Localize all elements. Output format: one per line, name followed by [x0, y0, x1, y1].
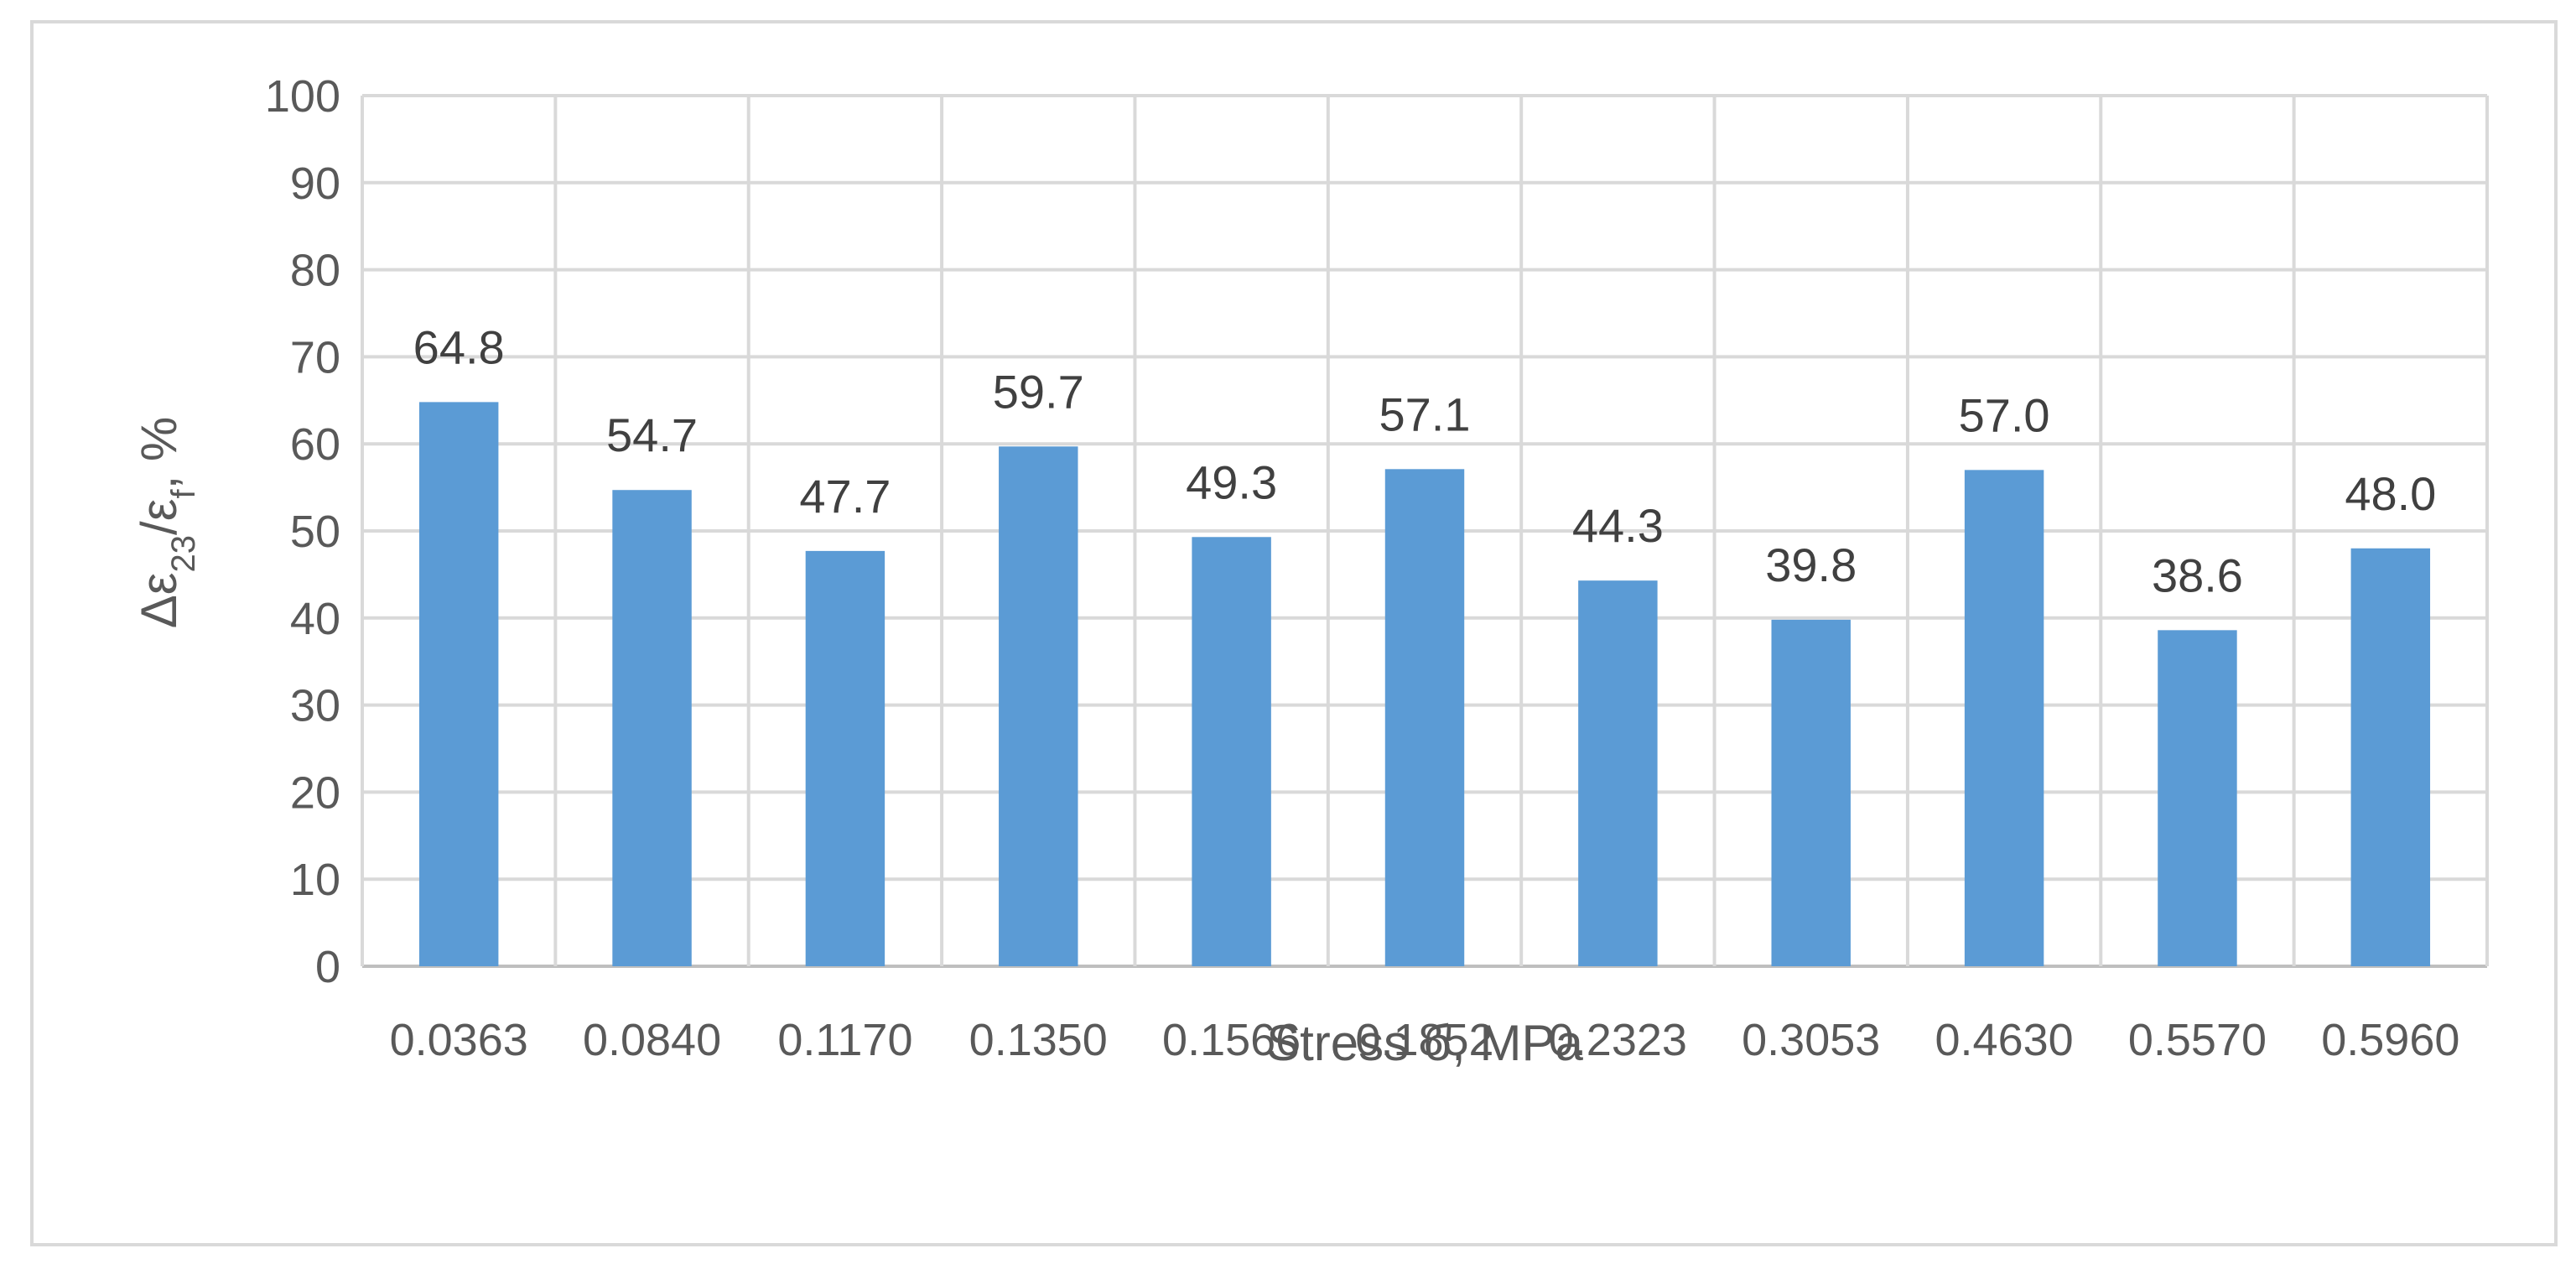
x-tick-label: 0.2323 — [1549, 1015, 1687, 1065]
x-tick-label: 0.1852 — [1355, 1015, 1493, 1065]
y-axis-title-tail: , % — [131, 417, 187, 490]
data-label: 54.7 — [606, 408, 698, 461]
x-tick-label: 0.3053 — [1742, 1015, 1880, 1065]
data-labels: 64.8 54.7 47.7 59.7 49.3 57.1 44.3 39.8 57.0 38.6… — [413, 320, 2437, 601]
y-tick-labels: 0 10 20 30 40 50 60 70 80 90 100 — [265, 71, 340, 992]
data-label: 38.6 — [2152, 549, 2243, 601]
x-tick-label: 0.1170 — [777, 1015, 912, 1065]
y-tick-label: 40 — [290, 594, 340, 644]
data-label: 59.7 — [993, 365, 1084, 418]
y-tick-label: 20 — [290, 767, 340, 818]
bar — [805, 550, 886, 966]
y-axis-title-mid: /ε — [131, 499, 187, 535]
bar — [2158, 630, 2237, 966]
data-label: 49.3 — [1186, 455, 1277, 508]
data-label: 44.3 — [1572, 499, 1664, 552]
y-tick-label: 50 — [290, 507, 340, 557]
data-label: 47.7 — [799, 470, 891, 523]
x-tick-label: 0.4630 — [1935, 1015, 2074, 1065]
bar — [1578, 580, 1658, 966]
chart-frame: 64.8 54.7 47.7 59.7 49.3 57.1 44.3 39.8 57.0 38.6… — [30, 20, 2558, 1246]
data-label: 64.8 — [413, 320, 505, 373]
x-tick-label: 0.5960 — [2321, 1015, 2459, 1065]
data-label: 48.0 — [2345, 467, 2436, 520]
y-axis-title-sub1: 23 — [165, 535, 202, 573]
y-tick-label: 80 — [290, 246, 340, 296]
bar — [1192, 537, 1271, 966]
bar — [999, 446, 1078, 966]
y-axis-title-sub2: f — [165, 489, 202, 499]
y-axis-title: Δε23/εf, % — [131, 417, 202, 629]
bar — [418, 402, 499, 967]
bar — [612, 490, 692, 966]
y-tick-label: 60 — [290, 419, 340, 470]
bar-chart: 64.8 54.7 47.7 59.7 49.3 57.1 44.3 39.8 57.0 38.6… — [131, 71, 2489, 1071]
bar — [1384, 469, 1465, 966]
x-tick-label: 0.1566 — [1162, 1015, 1301, 1065]
y-tick-label: 30 — [290, 681, 340, 731]
bar — [1964, 470, 2044, 966]
bars — [418, 402, 2431, 967]
y-axis-title-main: Δε — [131, 572, 187, 628]
data-label: 57.1 — [1379, 388, 1471, 440]
data-label: 57.0 — [1959, 388, 2050, 441]
x-tick-label: 0.1350 — [969, 1015, 1108, 1065]
data-label: 39.8 — [1765, 538, 1857, 591]
x-tick-label: 0.5570 — [2128, 1015, 2267, 1065]
x-tick-label: 0.0840 — [583, 1015, 721, 1065]
bar — [1771, 619, 1851, 966]
bar — [2350, 548, 2431, 966]
x-axis-title: Stress б, MPa — [1266, 1015, 1583, 1071]
x-tick-labels: 0.0363 0.0840 0.1170 0.1350 0.1566 0.1852 0.23… — [390, 1015, 2460, 1065]
y-tick-label: 10 — [290, 855, 340, 905]
y-tick-label: 100 — [265, 71, 340, 122]
x-tick-label: 0.0363 — [390, 1015, 528, 1065]
y-tick-label: 70 — [290, 332, 340, 382]
y-tick-label: 90 — [290, 159, 340, 209]
y-tick-label: 0 — [315, 942, 340, 992]
